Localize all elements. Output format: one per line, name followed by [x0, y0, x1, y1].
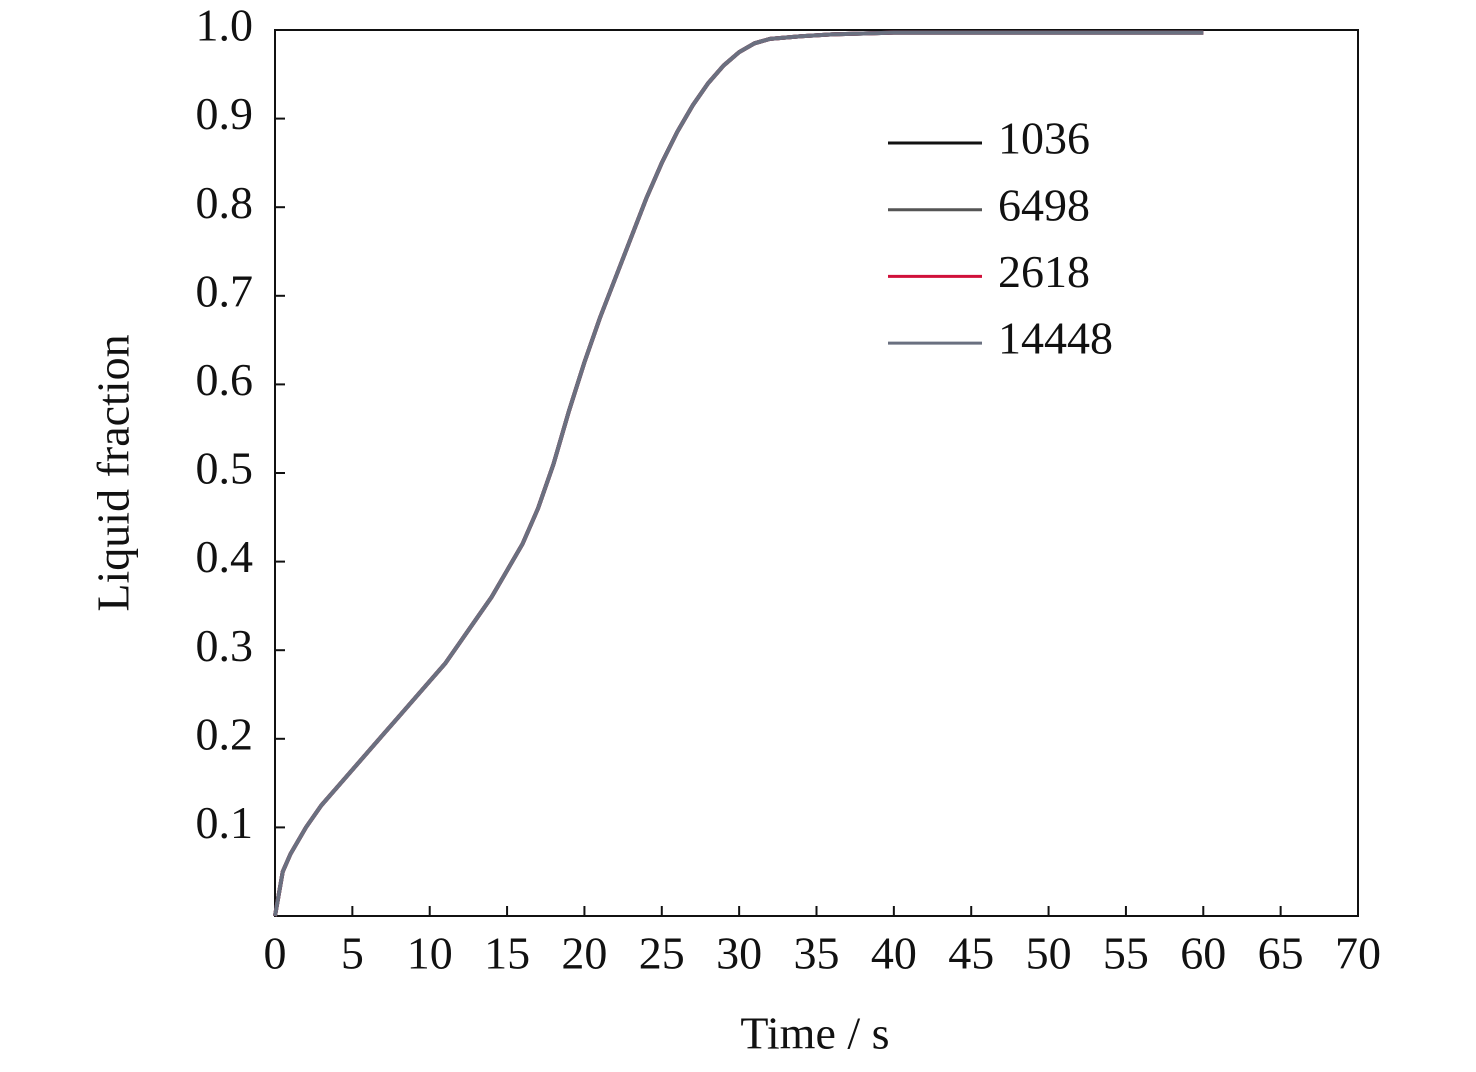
y-axis-label: Liquid fraction [88, 334, 139, 611]
y-tick-label: 0.4 [196, 531, 254, 582]
y-tick-label: 0.7 [196, 265, 254, 316]
plot-frame [274, 29, 1359, 917]
y-tick-label: 0.9 [196, 88, 254, 139]
x-tick-label: 55 [1103, 928, 1149, 979]
y-tick-label: 1.0 [196, 0, 254, 51]
y-tick-label: 0.6 [196, 354, 254, 405]
legend-label: 6498 [998, 179, 1090, 230]
x-tick-label: 30 [716, 928, 762, 979]
line-series [273, 30, 1204, 917]
y-tick-label: 0.8 [196, 177, 254, 228]
x-tick-label: 50 [1026, 928, 1072, 979]
legend-label: 14448 [998, 313, 1113, 364]
legend-label: 2618 [998, 246, 1090, 297]
x-tick-label: 20 [561, 928, 607, 979]
x-tick-label: 60 [1180, 928, 1226, 979]
y-tick-label: 0.3 [196, 620, 254, 671]
line-series [273, 30, 1204, 917]
x-tick-label: 70 [1335, 928, 1381, 979]
x-tick-label: 10 [407, 928, 453, 979]
line-series [273, 30, 1204, 917]
y-tick-label: 0.1 [196, 797, 254, 848]
x-axis-label: Time / s [740, 1008, 889, 1059]
y-tick-label: 0.5 [196, 443, 254, 494]
x-tick-label: 65 [1258, 928, 1304, 979]
x-tick-label: 40 [871, 928, 917, 979]
x-tick-label: 15 [484, 928, 530, 979]
x-tick-label: 5 [341, 928, 364, 979]
x-tick-label: 0 [264, 928, 287, 979]
y-tick-label: 0.2 [196, 708, 254, 759]
line-series [273, 30, 1204, 917]
x-tick-label: 35 [794, 928, 840, 979]
x-tick-label: 25 [639, 928, 685, 979]
legend-label: 1036 [998, 113, 1090, 164]
x-tick-label: 45 [948, 928, 994, 979]
